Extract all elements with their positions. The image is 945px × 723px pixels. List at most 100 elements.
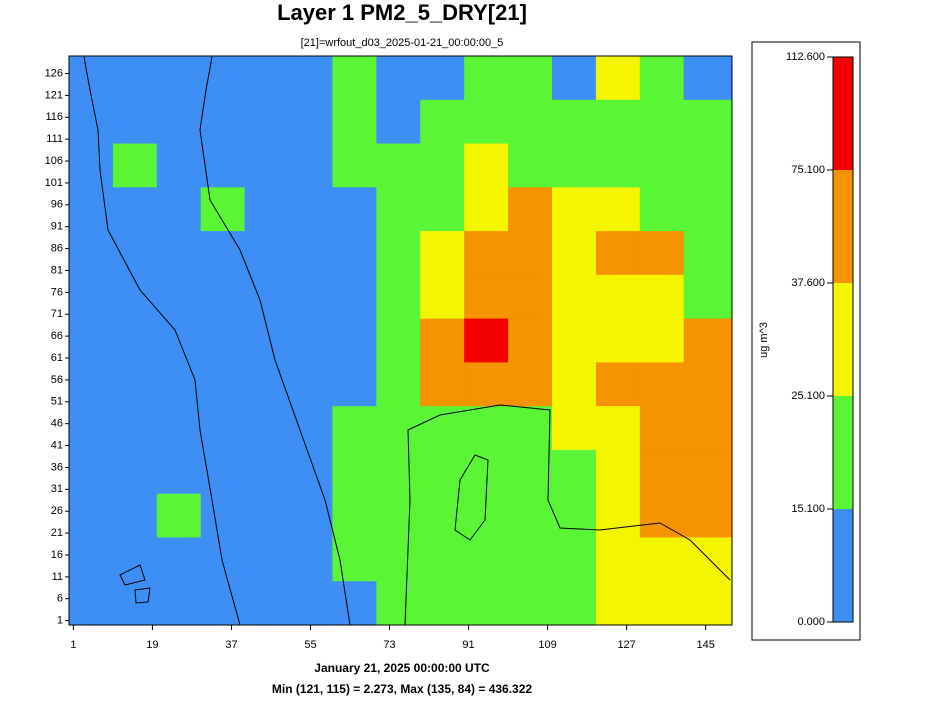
grid-cell xyxy=(464,581,509,626)
grid-cell xyxy=(639,406,685,451)
grid-cell xyxy=(200,537,246,582)
grid-cell xyxy=(464,318,509,363)
grid-cell xyxy=(69,99,114,145)
grid-cell xyxy=(376,537,421,582)
grid-cell xyxy=(69,581,114,626)
grid-cell xyxy=(332,56,377,101)
colorbar-tick-label: 0.000 xyxy=(797,616,825,628)
grid-cell xyxy=(639,143,685,188)
grid-cell xyxy=(683,581,733,626)
y-tick-label: 21 xyxy=(51,527,63,539)
grid-cell xyxy=(156,274,202,320)
footer-stats: Min (121, 115) = 2.273, Max (135, 84) = … xyxy=(272,682,532,696)
y-tick-label: 51 xyxy=(51,396,63,408)
grid-cell xyxy=(244,493,290,538)
grid-cell xyxy=(332,143,377,188)
grid-cell xyxy=(420,581,465,626)
grid-cell xyxy=(464,274,509,320)
grid-cell xyxy=(288,231,333,276)
grid-cell xyxy=(420,187,465,232)
grid-cell xyxy=(244,187,290,232)
colorbar-tick-label: 75.100 xyxy=(791,164,825,176)
grid-cell xyxy=(69,493,114,538)
x-tick-label: 73 xyxy=(383,639,395,651)
grid-cell xyxy=(551,274,597,320)
grid-cell xyxy=(420,318,465,363)
grid-cell xyxy=(156,537,202,582)
grid-cell xyxy=(112,99,158,145)
grid-cell xyxy=(639,274,685,320)
grid-cell xyxy=(508,581,553,626)
grid-cell xyxy=(551,406,597,451)
chart-title: Layer 1 PM2_5_DRY[21] xyxy=(277,0,527,25)
grid-cell xyxy=(595,406,641,451)
y-tick-label: 61 xyxy=(51,352,63,364)
grid-cell xyxy=(551,449,597,495)
y-tick-label: 76 xyxy=(51,286,63,298)
y-tick-label: 46 xyxy=(51,418,63,430)
grid-cell xyxy=(639,56,685,101)
grid-cell xyxy=(112,274,158,320)
grid-cell xyxy=(69,143,114,188)
colorbar-segment xyxy=(833,57,853,170)
grid-cell xyxy=(551,318,597,363)
x-tick-label: 37 xyxy=(225,639,237,651)
grid-cell xyxy=(288,493,333,538)
footer-date: January 21, 2025 00:00:00 UTC xyxy=(314,661,490,675)
colorbar-border xyxy=(832,56,854,623)
grid-cell xyxy=(639,362,685,407)
grid-cell xyxy=(156,493,202,538)
grid-cell xyxy=(332,362,377,407)
grid-cell xyxy=(595,99,641,145)
coast-path xyxy=(404,404,731,626)
x-tick-label: 55 xyxy=(304,639,316,651)
grid-cell xyxy=(551,56,597,101)
grid-cell xyxy=(508,449,553,495)
grid-cell xyxy=(464,56,509,101)
grid-cell xyxy=(551,493,597,538)
colorbar-label: ug m^3 xyxy=(758,322,770,358)
grid-cell xyxy=(683,56,733,101)
y-tick-label: 66 xyxy=(51,330,63,342)
lake-path xyxy=(454,454,489,541)
colorbar-segment xyxy=(833,283,853,396)
grid-cell xyxy=(420,56,465,101)
grid-cell xyxy=(376,274,421,320)
y-tick-label: 36 xyxy=(51,461,63,473)
grid-cell xyxy=(683,406,733,451)
grid-cell xyxy=(595,537,641,582)
grid-cell xyxy=(69,274,114,320)
grid-cell xyxy=(508,143,553,188)
grid-cell xyxy=(332,406,377,451)
grid-cell xyxy=(200,99,246,145)
grid-cell xyxy=(112,406,158,451)
grid-cell xyxy=(288,449,333,495)
grid-cell xyxy=(288,581,333,626)
grid-cell xyxy=(156,362,202,407)
coastline xyxy=(83,56,731,626)
colorbar-segment xyxy=(833,170,853,283)
grid-cell xyxy=(595,581,641,626)
grid-cell xyxy=(69,537,114,582)
grid-cell xyxy=(112,143,158,188)
grid-cell xyxy=(595,449,641,495)
x-tick-label: 91 xyxy=(462,639,474,651)
grid-cell xyxy=(200,318,246,363)
x-tick-label: 127 xyxy=(617,639,635,651)
y-tick-label: 41 xyxy=(51,439,63,451)
grid-cell xyxy=(508,493,553,538)
grid-cell xyxy=(244,362,290,407)
grid-cell xyxy=(420,449,465,495)
grid-cell xyxy=(683,231,733,276)
chart-subtitle: [21]=wrfout_d03_2025-01-21_00:00:00_5 xyxy=(301,37,504,49)
grid-cell xyxy=(112,581,158,626)
grid-cell xyxy=(288,274,333,320)
x-tick-label: 145 xyxy=(696,639,714,651)
grid-cell xyxy=(508,406,553,451)
grid-cell xyxy=(376,99,421,145)
y-tick-label: 86 xyxy=(51,242,63,254)
y-tick-label: 71 xyxy=(51,308,63,320)
grid-cells xyxy=(69,56,733,626)
grid-cell xyxy=(595,187,641,232)
grid-cell xyxy=(244,581,290,626)
